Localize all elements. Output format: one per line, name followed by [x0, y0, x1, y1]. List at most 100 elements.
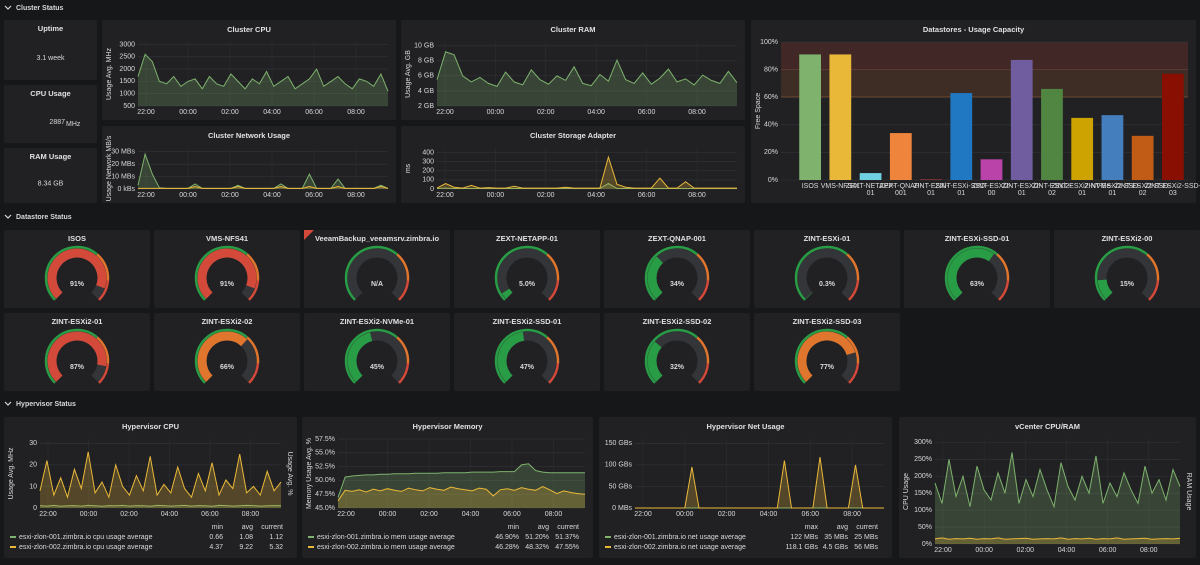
- y2-axis-label: Usage Avg. %: [286, 452, 293, 496]
- x-tick-label: ZINT-ESXi2-SSD-02: [1115, 183, 1172, 197]
- panel: [454, 313, 600, 391]
- x-tick-label: 02:00: [221, 192, 239, 199]
- panel-title: vCenter CPU/RAM: [1015, 422, 1080, 431]
- section-header[interactable]: Hypervisor Status: [16, 401, 76, 408]
- legend-stat: 48.32%: [525, 544, 549, 551]
- label-line: ZINT-ESXi2-NVMe-: [1052, 183, 1114, 190]
- panel: [304, 230, 450, 308]
- label-line: ZINT-ESXi2-SSD-: [1084, 183, 1141, 190]
- panel-title: Cluster CPU: [227, 25, 271, 34]
- y-tick-label: 0%: [922, 541, 932, 548]
- panel-title: Hypervisor CPU: [122, 422, 179, 431]
- legend-stat: 118.1 GBs: [785, 544, 818, 551]
- x-tick-label: 22:00: [436, 109, 454, 116]
- x-tick-label: 00:00: [179, 192, 197, 199]
- label-line: 03: [1169, 190, 1177, 197]
- y-tick-label: 0: [33, 505, 37, 512]
- gauge-track: [797, 248, 857, 299]
- x-tick-label: ZEXT-NETAPP-01: [846, 183, 896, 197]
- y-tick-label: 1500: [119, 78, 135, 85]
- label-line: ZEXT-QNAP-: [880, 183, 923, 190]
- gauge-value: 77%: [820, 364, 835, 371]
- series-area: [338, 463, 585, 508]
- threshold-ring: [696, 253, 710, 281]
- threshold-ring: [696, 336, 710, 364]
- x-tick-label: 02:00: [420, 511, 438, 518]
- legend-stat: 46.90%: [495, 534, 519, 541]
- threshold-ring: [344, 328, 398, 384]
- gauge-title: ZINT-ESXi2-NVMe-01: [340, 317, 414, 326]
- gauge-value: 47%: [520, 364, 535, 371]
- section-header[interactable]: Datastore Status: [16, 214, 72, 221]
- panel-title: Cluster Storage Adapter: [530, 131, 616, 140]
- threshold-ring: [397, 363, 410, 384]
- legend-stat: 1.08: [239, 534, 253, 541]
- gauge-arc: [1097, 279, 1113, 299]
- y-tick-label: 200%: [914, 473, 932, 480]
- x-tick-label: ZINT-ESXi2-00: [972, 183, 1012, 197]
- y-axis-label: Memory Usage Avg. %: [306, 438, 313, 509]
- gauge-value: 91%: [220, 281, 235, 288]
- legend-stat: 4.37: [209, 544, 223, 551]
- bar: [889, 133, 912, 180]
- x-tick-label: 04:00: [263, 192, 281, 199]
- panel: [401, 20, 745, 120]
- panel: [102, 20, 396, 120]
- threshold-ring: [194, 245, 248, 301]
- series-area: [437, 51, 737, 106]
- label-line: 01: [1109, 190, 1117, 197]
- legend-stat: 9.22: [239, 544, 253, 551]
- y-tick-label: 100%: [760, 39, 778, 46]
- bar: [1162, 73, 1184, 180]
- x-tick-label: ZINT-ESXi-01: [913, 183, 949, 197]
- x-tick-label: 22:00: [436, 192, 454, 199]
- legend-name: esxi-zlon-002.zimbra.io cpu usage averag…: [19, 544, 153, 551]
- panel: [401, 126, 745, 203]
- x-tick-label: 08:00: [347, 109, 365, 116]
- panel-title: Hypervisor Net Usage: [707, 422, 785, 431]
- y-tick-label: 100 GBs: [605, 462, 633, 469]
- x-tick-label: 22:00: [137, 192, 155, 199]
- chevron-icon: [4, 401, 12, 406]
- threshold-ring: [344, 245, 398, 301]
- x-tick-label: 02:00: [1017, 547, 1035, 554]
- label-line: ZINT-ESXi2-: [1002, 183, 1042, 190]
- x-tick-label: 08:00: [1140, 547, 1158, 554]
- stat-title: Uptime: [38, 24, 63, 33]
- x-tick-label: 06:00: [1099, 547, 1117, 554]
- threshold-ring: [697, 363, 710, 384]
- gauge-title: ZINT-ESXi-SSD-01: [945, 234, 1010, 243]
- panel-title: Cluster Network Usage: [208, 131, 290, 140]
- gauge-arc: [947, 248, 994, 299]
- gauge-arc: [647, 341, 663, 382]
- gauge-title: ZINT-ESXi2-02: [202, 317, 253, 326]
- threshold-ring: [846, 253, 860, 281]
- x-tick-label: 06:00: [638, 192, 656, 199]
- threshold-ring: [644, 328, 698, 384]
- panel: [599, 417, 892, 558]
- series-line: [934, 452, 1181, 509]
- panel: [304, 313, 450, 391]
- threshold-ring: [96, 253, 110, 281]
- x-tick-label: 04:00: [587, 192, 605, 199]
- bar: [799, 54, 821, 180]
- x-tick-label: 22:00: [39, 511, 57, 518]
- x-tick-label: 02:00: [537, 192, 555, 199]
- y-tick-label: 300%: [914, 439, 932, 446]
- gauge-title: ZEXT-QNAP-001: [648, 234, 706, 243]
- section-header[interactable]: Cluster Status: [16, 5, 64, 12]
- legend-header: min: [212, 524, 223, 531]
- bar: [950, 93, 973, 180]
- x-tick-label: 04:00: [1058, 547, 1076, 554]
- panel: [4, 20, 97, 80]
- panel: [4, 230, 150, 308]
- threshold-ring: [794, 245, 848, 301]
- x-tick-label: 06:00: [201, 511, 219, 518]
- y-tick-label: 4 GB: [418, 88, 434, 95]
- x-tick-label: 02:00: [537, 109, 555, 116]
- stat-value: 3.1 week: [36, 55, 65, 62]
- label-line: ZINT-ESXi-: [913, 183, 949, 190]
- y-tick-label: 6 GB: [418, 73, 434, 80]
- series-line: [934, 537, 1181, 540]
- x-tick-label: 04:00: [760, 511, 778, 518]
